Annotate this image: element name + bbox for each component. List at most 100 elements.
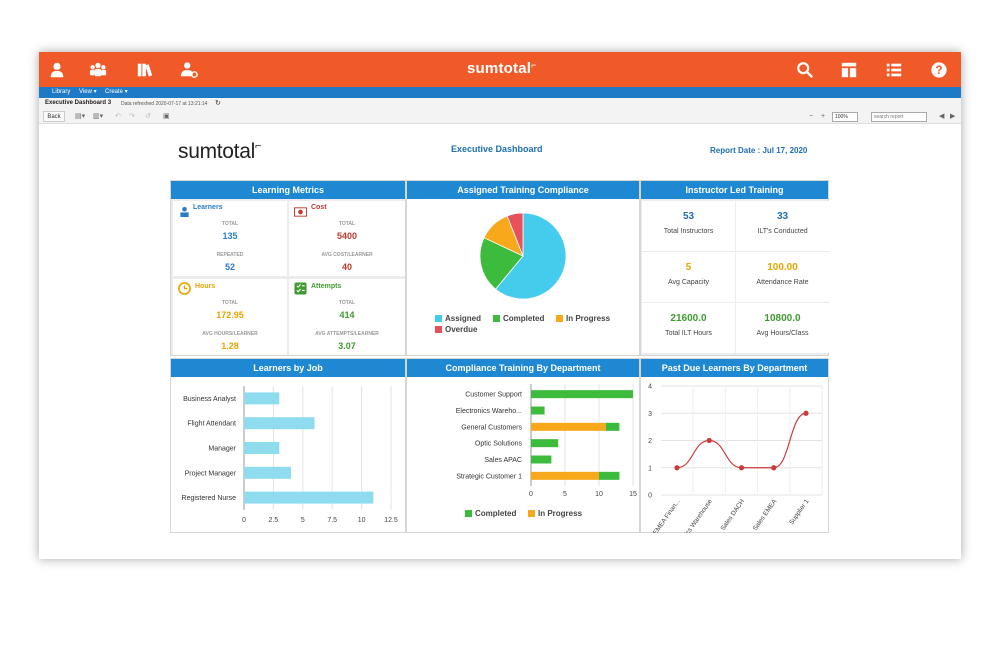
reset-icon[interactable]: ↺ xyxy=(145,113,151,120)
legend-label: Completed xyxy=(475,509,516,518)
learners-by-job-chart: 0 2.5 5 7.5 10 12.5 Business Analyst Flight Att… xyxy=(182,386,398,524)
help-icon[interactable]: ? xyxy=(929,60,949,80)
y-tick-label: 2 xyxy=(648,438,652,445)
dashboard-icon[interactable] xyxy=(839,60,859,80)
y-tick-label: Strategic Customer 1 xyxy=(456,473,522,480)
zoom-out-button[interactable]: − xyxy=(809,113,814,120)
search-icon[interactable] xyxy=(795,60,815,80)
y-tick-label: Electronics Wareho... xyxy=(456,408,522,415)
print-icon[interactable]: ▣ xyxy=(163,113,170,120)
y-tick-label: Business Analyst xyxy=(183,396,236,403)
ilt-label: Attendance Rate xyxy=(756,279,809,286)
refresh-icon[interactable]: ↻ xyxy=(215,100,221,107)
legend-label: In Progress xyxy=(566,314,611,323)
legend-label: In Progress xyxy=(538,509,583,518)
user-settings-icon[interactable] xyxy=(179,60,199,80)
x-tick-label: 10 xyxy=(595,491,603,498)
x-tick-label: 5 xyxy=(563,491,567,498)
report-date: Report Date : Jul 17, 2020 xyxy=(710,146,808,155)
bar-segment xyxy=(531,422,606,431)
data-point xyxy=(706,437,712,444)
panel-title: Compliance Training By Department xyxy=(407,359,639,377)
next-page-icon[interactable]: ▶ xyxy=(950,113,956,120)
bar-segment xyxy=(599,471,620,480)
library-icon[interactable] xyxy=(135,60,155,80)
legend-label: Completed xyxy=(503,314,544,323)
ilt-label: Avg Hours/Class xyxy=(756,330,809,337)
ilt-value: 53 xyxy=(682,211,695,222)
y-tick-label: Optic Solutions xyxy=(475,441,523,448)
data-point xyxy=(771,465,777,471)
x-tick-label: 5 xyxy=(301,517,305,524)
y-tick-label: Flight Attendant xyxy=(187,421,236,428)
x-tick-label: Supplier 1 xyxy=(788,498,811,526)
pie-slice xyxy=(479,237,524,290)
x-tick-label: 0 xyxy=(529,491,533,498)
past-due-panel: Past Due Learners By Department 0 1 2 3 4 EME… xyxy=(640,358,829,533)
undo-icon[interactable]: ↶ xyxy=(115,113,121,120)
list-icon[interactable] xyxy=(884,60,904,80)
ilt-stat: 10800.0 Avg Hours/Class xyxy=(736,303,829,353)
checklist-icon xyxy=(294,282,307,295)
y-tick-label: Sales APAC xyxy=(484,457,522,464)
report-name: Executive Dashboard 3 xyxy=(45,100,112,106)
menu-create[interactable]: Create ▾ xyxy=(105,89,128,95)
menu-bar: Library View ▾ Create ▾ xyxy=(39,87,961,98)
zoom-in-button[interactable]: + xyxy=(821,113,826,120)
report-logo: sumtotal⌐ xyxy=(178,140,262,163)
menu-view[interactable]: View ▾ xyxy=(79,89,97,95)
x-tick-label: 7.5 xyxy=(327,517,337,524)
report-toolbar: Back ▤▾ ▥▾ ↶ ↷ ↺ ▣ − + 100% search repor… xyxy=(39,110,961,124)
x-tick-label: Sales EMEA xyxy=(752,498,779,532)
user-icon[interactable] xyxy=(47,60,67,80)
panel-title: Learning Metrics xyxy=(171,181,405,199)
menu-library[interactable]: Library xyxy=(52,89,71,95)
x-tick-label: 2.5 xyxy=(269,517,279,524)
search-report-input[interactable]: search report xyxy=(871,112,927,122)
pie-chart: Assigned Completed In Progress Overdue xyxy=(435,212,611,334)
bar-segment xyxy=(531,471,599,480)
y-tick-label: 0 xyxy=(648,493,652,500)
legend-swatch xyxy=(493,315,500,322)
legend-swatch xyxy=(435,315,442,322)
ilt-value: 33 xyxy=(776,211,789,222)
export-icon[interactable]: ▥▾ xyxy=(93,113,104,120)
x-tick-label: 10 xyxy=(358,517,366,524)
bar-segment xyxy=(531,455,552,464)
attempts-metric: Attempts TOTAL 414 AVG ATTEMPTS/LEARNER … xyxy=(289,279,405,355)
bar xyxy=(244,491,374,504)
cost-metric: Cost TOTAL 5400 AVG COST/LEARNER 40 xyxy=(289,201,405,276)
cost-icon xyxy=(294,204,307,217)
bar-segment xyxy=(531,439,559,448)
pie-slice xyxy=(506,212,524,257)
top-nav-bar: sumtotal⌐ ? xyxy=(39,52,961,87)
bar xyxy=(244,392,280,405)
learning-metrics-panel: Learning Metrics Learners TOTAL 135 REPE… xyxy=(170,180,406,356)
x-tick-label: 12.5 xyxy=(384,517,398,524)
data-point xyxy=(803,410,809,416)
bar xyxy=(244,417,315,430)
ilt-stat: 5 Avg Capacity xyxy=(642,252,735,302)
y-tick-label: 3 xyxy=(648,411,652,418)
compliance-pie-panel: Assigned Training Compliance Assigned Com… xyxy=(406,180,640,356)
redo-icon[interactable]: ↷ xyxy=(129,113,135,120)
panel-title: Learners by Job xyxy=(171,359,405,377)
ilt-value: 10800.0 xyxy=(764,313,801,324)
brand-logo: sumtotal⌐ xyxy=(467,60,537,77)
y-tick-label: 4 xyxy=(648,384,652,391)
ilt-stat: 53 Total Instructors xyxy=(642,201,735,251)
learners-icon xyxy=(179,204,190,217)
x-tick-label: 15 xyxy=(629,491,637,498)
group-icon[interactable] xyxy=(88,60,108,80)
save-icon[interactable]: ▤▾ xyxy=(75,113,86,120)
bar xyxy=(244,466,292,479)
prev-page-icon[interactable]: ◀ xyxy=(939,113,945,120)
dashboard-title: Executive Dashboard xyxy=(451,144,543,154)
zoom-select[interactable]: 100% xyxy=(832,112,858,122)
legend-label: Overdue xyxy=(445,325,478,334)
y-tick-label: Project Manager xyxy=(185,470,237,477)
learners-by-job-panel: Learners by Job 0 2.5 5 7.5 10 12.5 Business A… xyxy=(170,358,406,533)
back-button[interactable]: Back xyxy=(43,111,65,122)
ilt-value: 21600.0 xyxy=(670,313,707,324)
